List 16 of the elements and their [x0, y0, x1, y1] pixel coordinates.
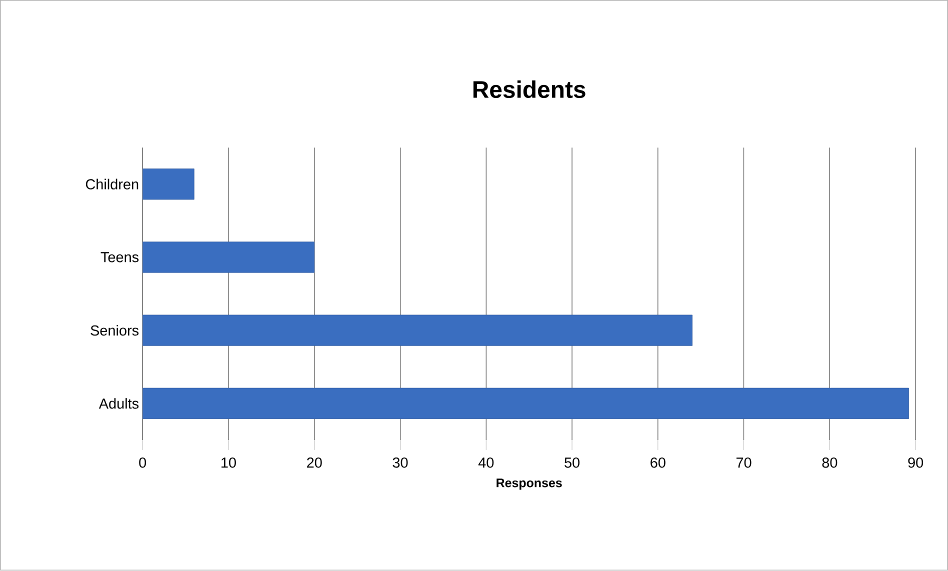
x-tick-label: 50 — [564, 458, 580, 468]
x-tick-label: 90 — [908, 458, 924, 468]
x-tick-label: 40 — [478, 458, 494, 468]
x-tick-label: 10 — [222, 458, 236, 468]
x-tick-label: 60 — [650, 458, 666, 468]
chart-title: Residents — [473, 80, 586, 98]
y-tick-label: Adults — [98, 398, 139, 409]
x-tick-label: 20 — [307, 458, 322, 468]
x-axis-title: Responses — [496, 478, 562, 490]
x-tick-label: 70 — [736, 458, 752, 468]
x-tick-label: 80 — [822, 458, 838, 468]
y-tick-label: Seniors — [90, 325, 139, 336]
x-tick-label: 0 — [139, 458, 146, 468]
x-tick-label: 30 — [392, 458, 408, 468]
y-tick-label: Children — [86, 179, 138, 190]
y-tick-label: Teens — [100, 252, 139, 262]
